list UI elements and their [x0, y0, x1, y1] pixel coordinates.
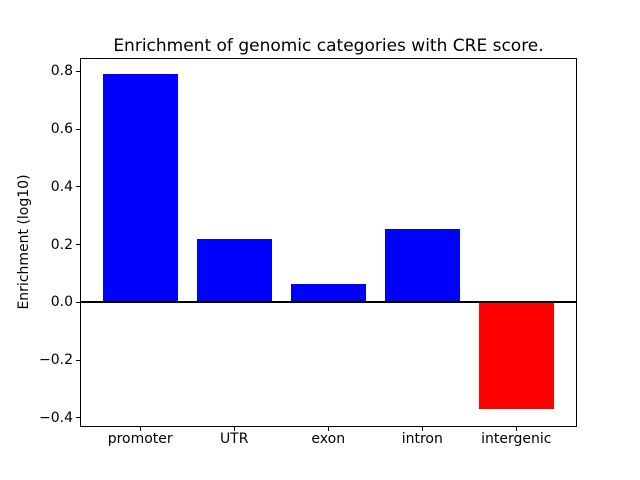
bar-promoter — [102, 74, 178, 303]
y-tick-label-0.0: 0.0 — [50, 294, 73, 311]
x-tick-label-intergenic: intergenic — [481, 431, 552, 447]
y-tick-label-0.8: 0.8 — [50, 63, 73, 80]
y-tick-label-0.4: 0.4 — [50, 178, 73, 195]
x-tick-mark-intergenic — [516, 427, 518, 432]
y-tick-mark-−0.2 — [76, 359, 80, 361]
x-tick-label-exon: exon — [311, 431, 346, 447]
y-tick-mark-0.0 — [76, 301, 80, 303]
y-tick-mark-0.4 — [76, 186, 80, 188]
bar-UTR — [196, 238, 272, 303]
bar-intergenic — [478, 302, 554, 410]
y-tick-label-0.2: 0.2 — [50, 236, 73, 253]
x-tick-mark-promoter — [140, 427, 142, 432]
x-tick-label-promoter: promoter — [107, 431, 173, 447]
x-tick-label-intron: intron — [401, 431, 443, 447]
zero-line — [80, 301, 577, 304]
y-tick-mark-0.6 — [76, 128, 80, 130]
x-tick-mark-UTR — [234, 427, 236, 432]
bar-exon — [290, 283, 366, 303]
x-tick-label-UTR: UTR — [219, 431, 249, 447]
y-tick-mark-0.8 — [76, 70, 80, 72]
y-tick-label-0.6: 0.6 — [50, 121, 73, 138]
x-tick-mark-exon — [328, 427, 330, 432]
y-tick-label-−0.2: −0.2 — [39, 352, 73, 369]
bar-intron — [384, 228, 460, 303]
x-tick-mark-intron — [422, 427, 424, 432]
y-tick-mark-0.2 — [76, 244, 80, 246]
y-tick-label-−0.4: −0.4 — [39, 409, 73, 426]
chart-title: Enrichment of genomic categories with CR… — [113, 36, 544, 56]
y-tick-mark-−0.4 — [76, 417, 80, 419]
